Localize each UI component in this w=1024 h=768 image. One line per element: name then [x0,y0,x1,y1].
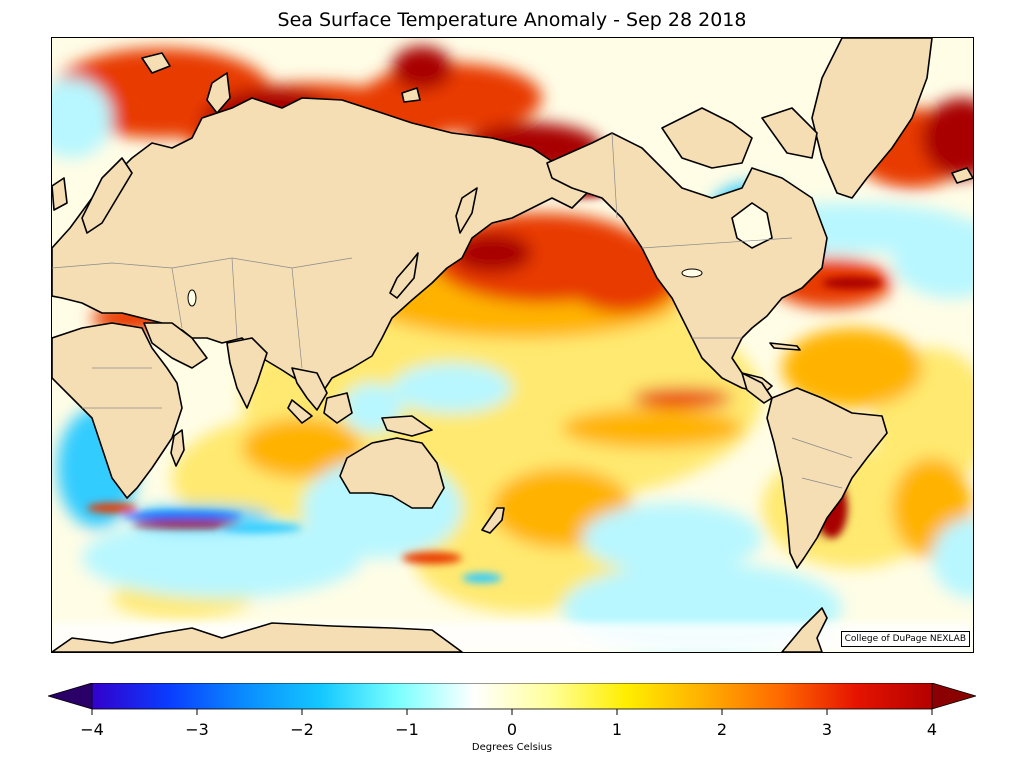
page-title: Sea Surface Temperature Anomaly - Sep 28… [277,9,747,31]
land-borneo [323,392,353,424]
land-new-guinea [381,415,433,437]
anomaly-cool-mid [222,523,302,533]
colorbar-extend-low [48,683,93,710]
colorbar-tick-label: −1 [395,720,419,739]
land-new-zealand [481,507,505,534]
anomaly-warm-high [87,503,137,513]
colorbar-tick-label: 1 [611,720,623,739]
colorbar-tick-label: 2 [716,720,728,739]
anomaly-cool-high [122,511,242,521]
colorbar [48,683,976,715]
anomaly-warm-extreme [452,233,532,273]
colorbar-tick-label: −2 [290,720,314,739]
land-kamchatka [455,187,478,234]
anomaly-warm-mid [562,408,742,448]
land-uk [52,177,68,211]
anomaly-cool-light [582,503,762,573]
land-antarctic-peninsula [781,607,828,652]
anomaly-warm-extreme [132,520,242,528]
map-frame: College of DuPage NEXLAB [51,37,974,653]
land-new-siberian [401,87,421,103]
anomaly-cool-light [392,363,512,413]
colorbar-title: Degrees Celsius [471,742,553,753]
land-south-america [766,387,888,569]
land-japan [389,252,419,299]
colorbar-tick-label: 3 [821,720,833,739]
land-north-america [546,132,828,394]
land-madagascar [170,429,185,467]
colorbar-tick-label: −4 [80,720,104,739]
colorbar-tick-label: 0 [506,720,518,739]
credit-label: College of DuPage NEXLAB [840,631,970,647]
landmasses [52,38,973,652]
anomaly-cool-light [932,518,973,598]
land-novaya-zemlya [206,72,231,114]
anomaly-warm-extreme [922,98,973,178]
anomaly-warm-mid [242,418,362,478]
land-india [226,337,268,409]
land-arabia [143,322,208,369]
land-australia [339,437,445,509]
anomaly-warm-high [632,388,732,408]
land-scandinavia [81,157,133,234]
anomaly-cool-light [82,518,362,598]
lakes [187,268,703,307]
anomaly-cool-mid [462,573,502,583]
land-hudson-bay [731,202,773,249]
anomaly-cool-light [892,218,973,298]
land-iceland [951,167,973,184]
land-sumatra [287,399,313,424]
colorbar-ticks [91,709,933,715]
colorbar-tick-label: 4 [926,720,938,739]
land-canadian-arctic [661,107,753,169]
colorbar-extend-high [931,683,976,710]
anomaly-warm-high [402,552,462,564]
anomaly-warm-extreme [822,277,882,289]
anomaly-field [52,46,973,652]
country-borders [52,132,853,489]
colorbar-body [91,683,933,710]
anomaly-warm-mid [782,328,922,408]
colorbar-tick-label: −3 [185,720,209,739]
sst-anomaly-map [52,38,973,652]
land-antarctica [52,622,463,652]
land-baffin [761,107,818,159]
land-greenland [811,38,933,199]
land-cuba [769,342,801,351]
land-svalbard [141,52,171,74]
land-se-asia [291,367,328,411]
land-africa [52,322,183,499]
land-central-america [741,372,773,404]
anomaly-cool-light [52,78,112,158]
anomaly-warm-extreme [392,46,452,90]
